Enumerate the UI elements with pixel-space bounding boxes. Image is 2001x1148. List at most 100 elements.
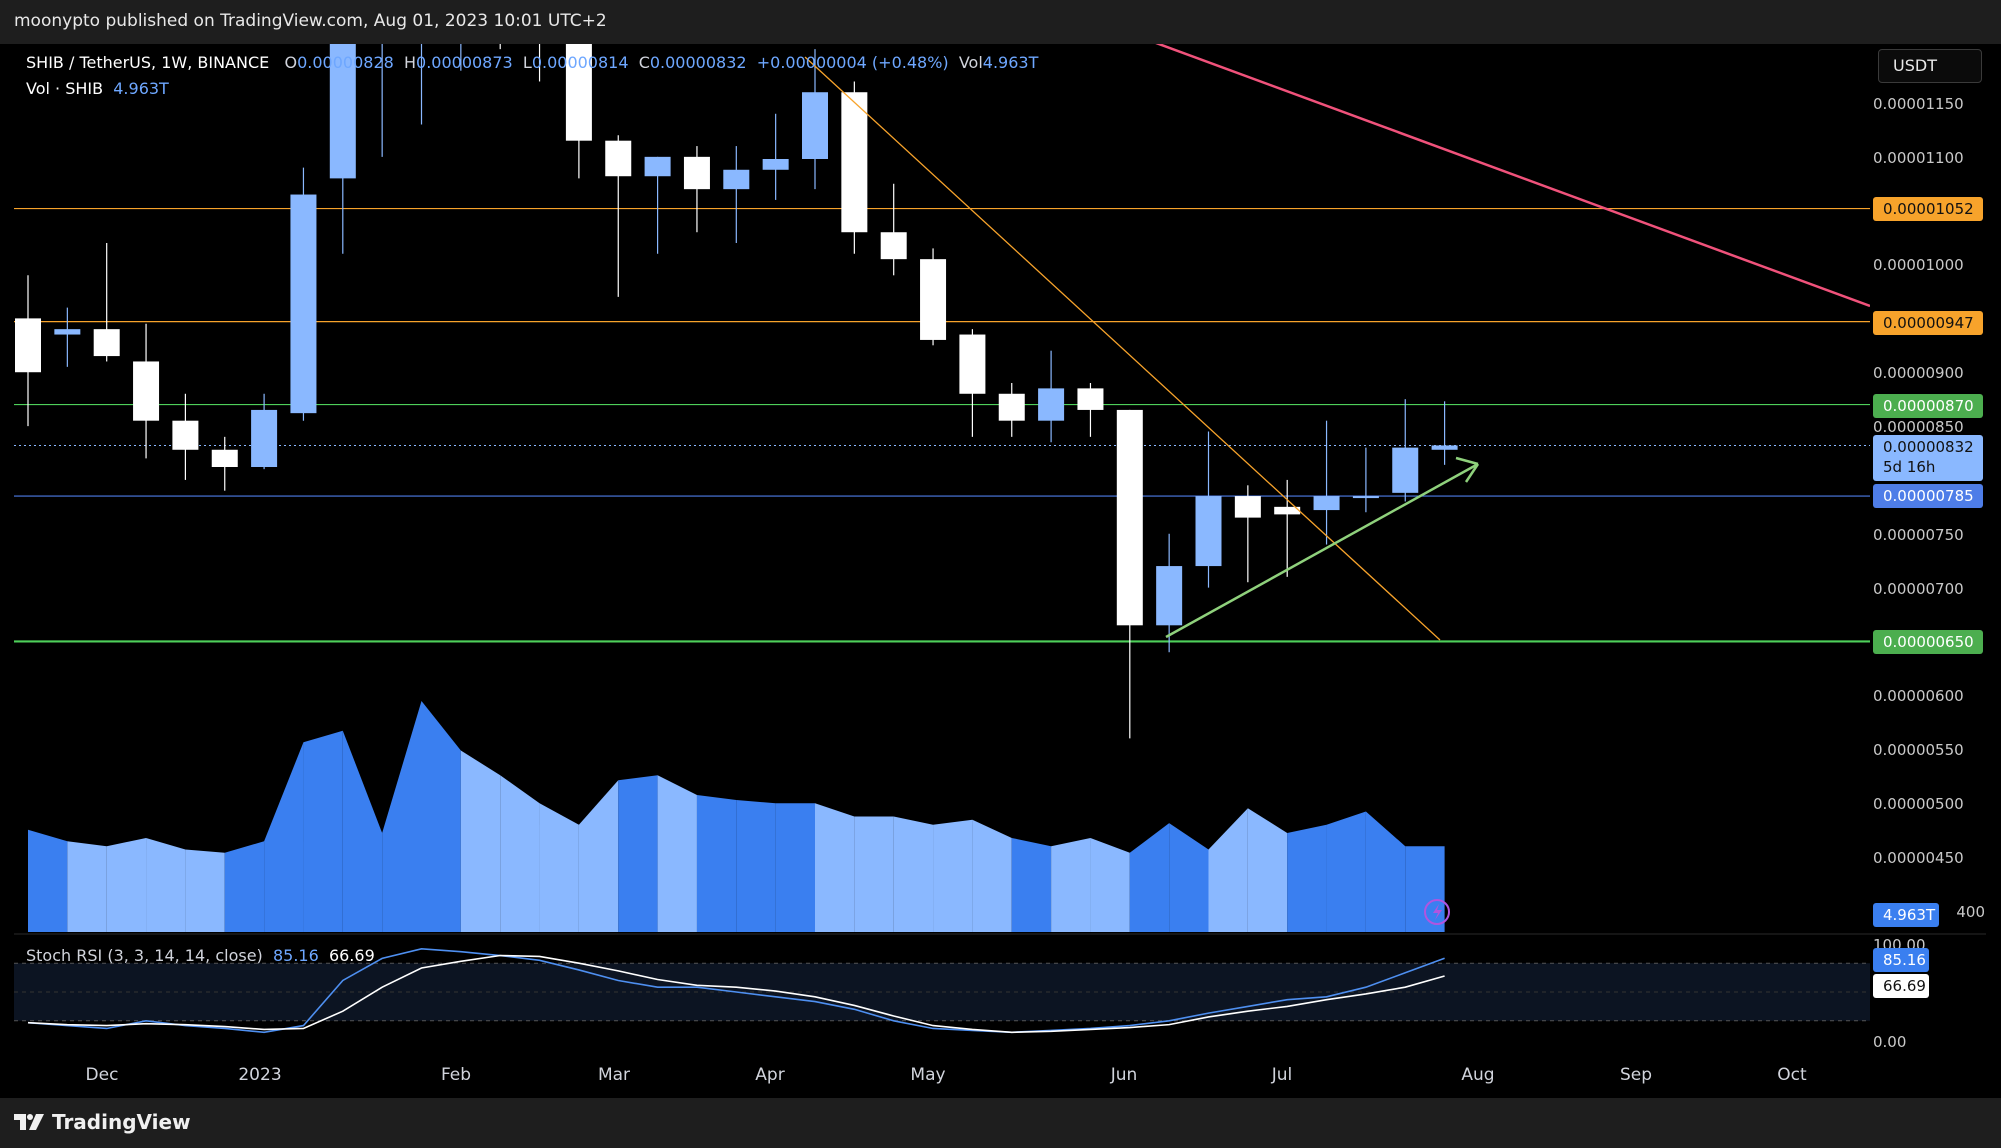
stoch-rsi-d-value: 66.69 bbox=[328, 946, 375, 965]
level-tag-650: 0.00000650 bbox=[1873, 630, 1983, 654]
volume-area bbox=[696, 795, 737, 932]
candle-body[interactable] bbox=[605, 140, 632, 177]
close-label: C bbox=[638, 53, 650, 72]
candle-body[interactable] bbox=[172, 420, 199, 450]
footer-bar: TradingView bbox=[0, 1098, 2001, 1148]
volume-area bbox=[224, 841, 265, 932]
price-label: 0.00000500 bbox=[1873, 795, 1964, 813]
candle-body[interactable] bbox=[290, 194, 317, 414]
stoch-rsi-title[interactable]: Stoch RSI (3, 3, 14, 14, close) bbox=[26, 946, 263, 965]
volume-area bbox=[1090, 837, 1130, 932]
time-label: Mar bbox=[597, 1065, 631, 1085]
rsi-d-tag: 66.69 bbox=[1873, 974, 1929, 998]
candle-body[interactable] bbox=[1156, 566, 1183, 626]
candle-body[interactable] bbox=[133, 361, 160, 421]
volume-area bbox=[1129, 823, 1170, 932]
volume-area bbox=[893, 816, 934, 932]
high-label: H bbox=[403, 53, 417, 72]
candle-body[interactable] bbox=[211, 449, 238, 467]
level-tag-947: 0.00000947 bbox=[1873, 311, 1983, 335]
published-text: moonypto published on TradingView.com, A… bbox=[14, 11, 607, 31]
candle-body[interactable] bbox=[1077, 388, 1104, 410]
candle-body[interactable] bbox=[1116, 409, 1143, 626]
candle-body[interactable] bbox=[1313, 496, 1340, 511]
candle-body[interactable] bbox=[841, 92, 868, 233]
volume-area bbox=[500, 775, 540, 932]
stoch-rsi-legend: Stoch RSI (3, 3, 14, 14, close) 85.16 66… bbox=[26, 946, 375, 965]
time-label: Oct bbox=[1777, 1065, 1807, 1085]
candle-body[interactable] bbox=[54, 329, 81, 335]
arrow-head[interactable] bbox=[1464, 463, 1480, 483]
candle-body[interactable] bbox=[1431, 445, 1458, 450]
candle-body[interactable] bbox=[251, 409, 278, 467]
rsi-k-tag: 85.16 bbox=[1873, 948, 1929, 972]
candle-body[interactable] bbox=[527, 0, 553, 11]
price-label: 0.00000750 bbox=[1873, 526, 1964, 544]
candle-body[interactable] bbox=[1352, 496, 1379, 499]
pink-trendline[interactable] bbox=[1148, 40, 1870, 308]
candle-body[interactable] bbox=[329, 28, 356, 179]
price-label: 0.00000700 bbox=[1873, 580, 1964, 598]
high-value: 0.00000873 bbox=[416, 53, 513, 72]
volume-value: 4.963T bbox=[113, 79, 169, 98]
level-tag-785: 0.00000785 bbox=[1873, 484, 1983, 508]
time-label: Jun bbox=[1110, 1065, 1138, 1085]
candle-body[interactable] bbox=[15, 318, 41, 373]
candle-body[interactable] bbox=[565, 11, 592, 141]
candle-body[interactable] bbox=[802, 92, 828, 159]
price-label: 0.00000450 bbox=[1873, 849, 1964, 867]
change-value: +0.00000004 (+0.48%) bbox=[756, 53, 949, 72]
volume-area bbox=[1169, 823, 1209, 932]
price-label: 0.00000600 bbox=[1873, 687, 1964, 705]
time-label: Feb bbox=[440, 1065, 472, 1085]
open-value: 0.00000828 bbox=[297, 53, 394, 72]
volume-area bbox=[933, 819, 973, 932]
green-trendline-arrow[interactable] bbox=[1165, 462, 1479, 639]
candle-body[interactable] bbox=[1038, 388, 1065, 421]
candle-body[interactable] bbox=[1274, 506, 1301, 515]
volume-label[interactable]: Vol · SHIB bbox=[26, 79, 104, 98]
candle-body[interactable] bbox=[723, 169, 750, 190]
volume-area bbox=[618, 775, 658, 932]
volume-area bbox=[736, 800, 776, 932]
time-label: Apr bbox=[755, 1065, 785, 1085]
volume-area bbox=[1247, 808, 1288, 932]
time-label: Dec bbox=[85, 1065, 119, 1085]
candle-body[interactable] bbox=[683, 156, 710, 190]
candle-body[interactable] bbox=[93, 329, 120, 357]
time-label: Aug bbox=[1461, 1065, 1495, 1085]
volume-area bbox=[815, 803, 855, 932]
arrow-head[interactable] bbox=[1455, 456, 1479, 466]
tradingview-logo-icon bbox=[14, 1114, 44, 1130]
bar-countdown: 5d 16h bbox=[1883, 458, 1936, 476]
price-label: 0.00001100 bbox=[1873, 149, 1964, 167]
stoch-rsi-d-line bbox=[27, 954, 1445, 1034]
candle-body[interactable] bbox=[409, 0, 435, 17]
time-label: May bbox=[910, 1065, 946, 1085]
candle-body[interactable] bbox=[1234, 496, 1261, 518]
candle-body[interactable] bbox=[1195, 496, 1222, 567]
price-label: 0.00001150 bbox=[1873, 95, 1964, 113]
volume-area bbox=[421, 701, 461, 932]
volume-area bbox=[539, 803, 579, 932]
symbol-name[interactable]: SHIB / TetherUS, 1W, BINANCE bbox=[26, 53, 270, 72]
candle-body[interactable] bbox=[920, 259, 947, 340]
candle-body[interactable] bbox=[959, 334, 986, 394]
tradingview-logo[interactable]: TradingView bbox=[14, 1110, 191, 1134]
volume-area bbox=[1208, 808, 1248, 932]
candle-body[interactable] bbox=[998, 393, 1025, 421]
time-label: 2023 bbox=[238, 1065, 282, 1085]
candle-body[interactable] bbox=[644, 156, 671, 177]
vol-value: 4.963T bbox=[982, 53, 1039, 72]
volume-area bbox=[28, 829, 68, 932]
candle-body[interactable] bbox=[762, 159, 789, 170]
price-label: 0.00001000 bbox=[1873, 256, 1964, 274]
candle-body[interactable] bbox=[369, 17, 395, 28]
published-header: moonypto published on TradingView.com, A… bbox=[0, 0, 2001, 44]
low-value: 0.00000814 bbox=[531, 53, 629, 72]
candle-body[interactable] bbox=[1392, 447, 1419, 493]
currency-unit-button[interactable]: USDT bbox=[1878, 49, 1982, 83]
candle-body[interactable] bbox=[880, 232, 907, 260]
rsi-axis-bottom: 0.00 bbox=[1873, 1033, 1907, 1051]
